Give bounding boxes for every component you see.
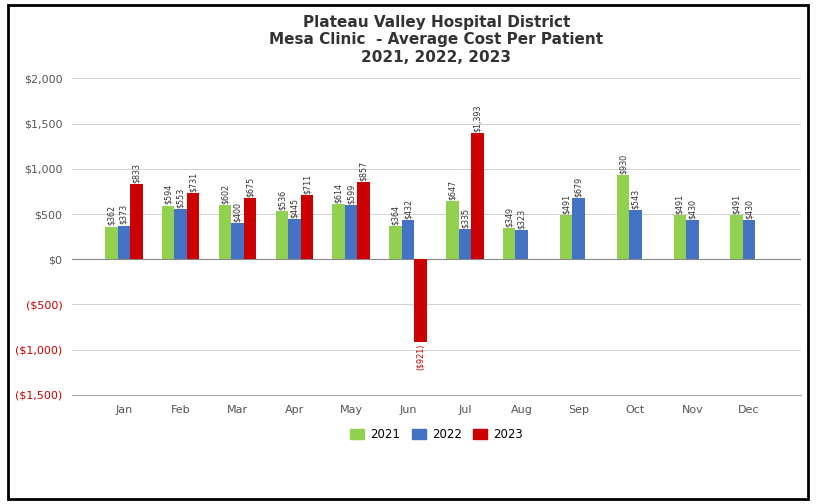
Bar [617,175,629,259]
Bar [560,215,572,259]
Bar [300,195,313,259]
Text: $1,393: $1,393 [473,105,482,132]
Bar [503,228,516,259]
Bar [389,226,401,259]
Text: $323: $323 [517,209,526,229]
Bar [357,182,370,259]
Text: $679: $679 [574,176,583,197]
Text: $647: $647 [448,179,457,200]
Text: $364: $364 [391,205,400,225]
Text: $731: $731 [188,172,197,192]
Text: $536: $536 [277,190,286,210]
Text: $930: $930 [619,154,628,174]
Bar [471,134,484,259]
Text: $400: $400 [233,202,242,222]
Text: $833: $833 [132,163,141,183]
Bar [401,220,415,259]
Text: $491: $491 [561,194,570,214]
Text: $491: $491 [732,194,741,214]
Text: $543: $543 [631,189,640,209]
Bar [231,223,244,259]
Bar [130,184,143,259]
Text: $711: $711 [303,174,312,194]
Bar [730,215,743,259]
Legend: 2021, 2022, 2023: 2021, 2022, 2023 [345,423,528,446]
Text: $857: $857 [359,160,368,181]
Bar [105,226,118,259]
Bar [686,220,698,259]
Text: $362: $362 [107,205,116,225]
Text: $602: $602 [220,183,229,204]
Bar [629,210,641,259]
Text: $432: $432 [404,199,413,219]
Bar [288,219,300,259]
Bar [743,220,756,259]
Bar [459,229,471,259]
Bar [187,193,199,259]
Bar [219,205,231,259]
Bar [446,201,459,259]
Text: $599: $599 [347,183,356,204]
Text: $335: $335 [460,208,469,228]
Bar [162,206,175,259]
Text: $594: $594 [164,184,173,205]
Bar [345,205,357,259]
Bar [572,198,585,259]
Text: $614: $614 [335,182,344,203]
Bar [244,198,256,259]
Bar [175,209,187,259]
Text: $430: $430 [688,199,697,219]
Text: $553: $553 [176,188,185,208]
Text: $373: $373 [119,204,128,224]
Bar [332,204,345,259]
Bar [673,215,686,259]
Title: Plateau Valley Hospital District
Mesa Clinic  - Average Cost Per Patient
2021, 2: Plateau Valley Hospital District Mesa Cl… [269,15,604,65]
Text: ($921): ($921) [416,344,425,370]
Text: $675: $675 [246,177,255,197]
Bar [415,259,427,343]
Text: $445: $445 [290,198,299,218]
Bar [118,225,130,259]
Bar [516,230,528,259]
Text: $430: $430 [745,199,754,219]
Bar [276,211,288,259]
Text: $349: $349 [505,207,514,227]
Text: $491: $491 [676,194,685,214]
